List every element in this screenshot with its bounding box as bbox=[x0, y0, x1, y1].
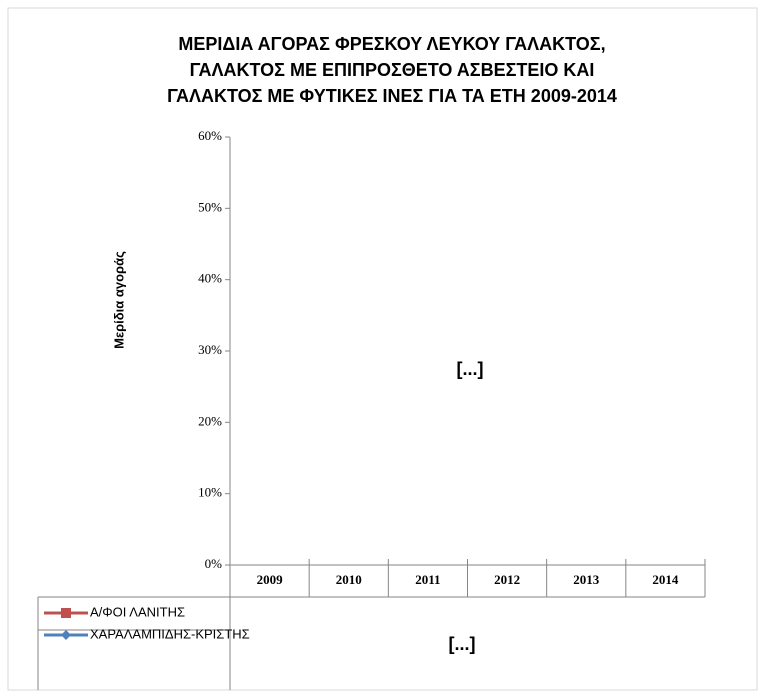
y-tick-label: 0% bbox=[205, 556, 223, 571]
x-tick-label: 2012 bbox=[494, 572, 520, 587]
y-tick-label: 50% bbox=[198, 199, 222, 214]
y-tick-label: 30% bbox=[198, 342, 222, 357]
y-tick-label: 20% bbox=[198, 413, 222, 428]
annotation: [...] bbox=[457, 359, 484, 379]
x-tick-label: 2009 bbox=[257, 572, 284, 587]
y-tick-label: 40% bbox=[198, 271, 222, 286]
y-tick-label: 10% bbox=[198, 485, 222, 500]
x-tick-label: 2011 bbox=[415, 572, 440, 587]
x-tick-label: 2014 bbox=[652, 572, 679, 587]
y-tick-label: 60% bbox=[198, 128, 222, 143]
chart-title: ΓΑΛΑΚΤΟΣ ΜΕ ΦΥΤΙΚΕΣ ΙΝΕΣ ΓΙΑ ΤΑ ΕΤΗ 2009… bbox=[167, 86, 617, 106]
chart-title: ΜΕΡΙΔΙΑ ΑΓΟΡΑΣ ΦΡΕΣΚΟΥ ΛΕΥΚΟΥ ΓΑΛΑΚΤΟΣ, bbox=[178, 34, 605, 54]
chart-title: ΓΑΛΑΚΤΟΣ ΜΕ ΕΠΙΠΡΟΣΘΕΤΟ ΑΣΒΕΣΤΕΙΟ ΚΑΙ bbox=[190, 60, 595, 80]
legend-marker bbox=[61, 630, 71, 640]
annotation: [...] bbox=[449, 634, 476, 654]
x-tick-label: 2013 bbox=[573, 572, 600, 587]
x-tick-label: 2010 bbox=[336, 572, 362, 587]
chart-frame bbox=[7, 7, 758, 691]
legend-marker bbox=[61, 608, 71, 618]
legend-label: ΧΑΡΑΛΑΜΠΙΔΗΣ-ΚΡΙΣΤΗΣ bbox=[90, 626, 250, 641]
y-axis-label: Μερίδια αγοράς bbox=[111, 251, 126, 349]
legend-label: Α/ΦΟΙ ΛΑΝΙΤΗΣ bbox=[90, 604, 185, 619]
